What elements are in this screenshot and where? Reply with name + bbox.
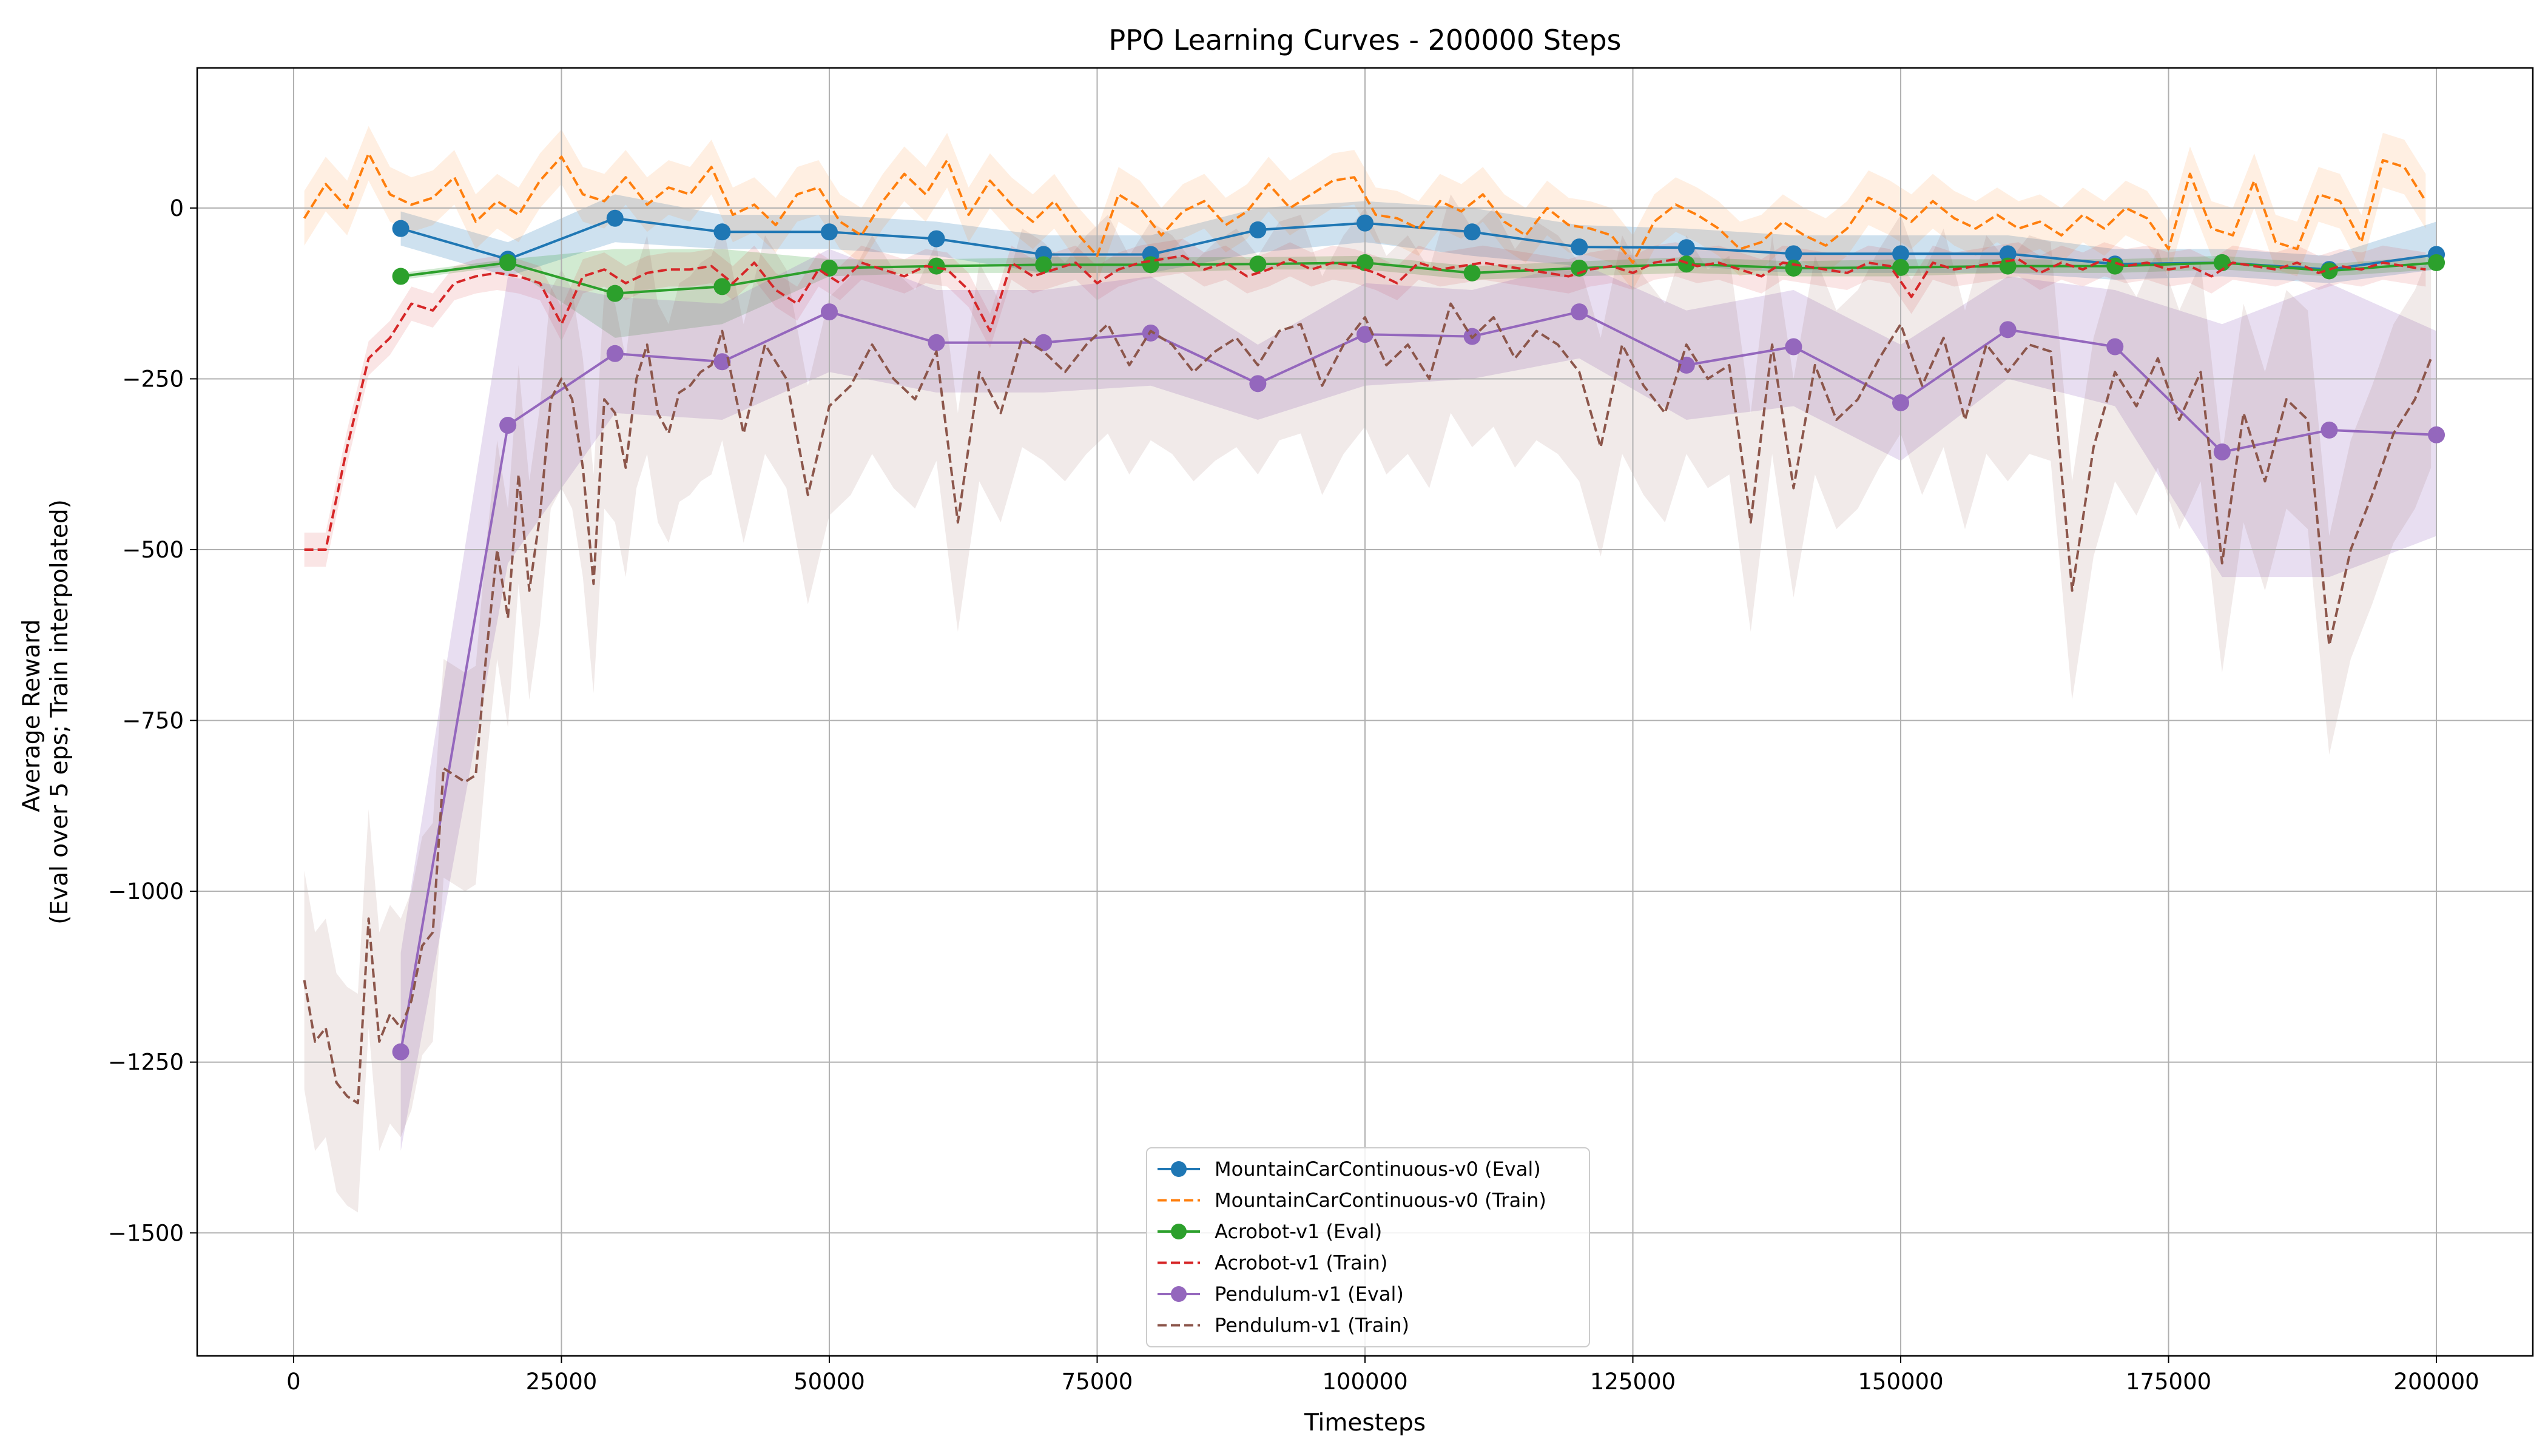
line-pendulum-v1-train [303, 302, 2433, 1105]
legend-marker-acrobot-v1-eval [1171, 1224, 1187, 1239]
point-pendulum-v1-eval-9 [1357, 326, 1373, 343]
point-mountaincarcontinuous-v0-eval-8 [1249, 221, 1267, 238]
x-tick-label: 150000 [1858, 1369, 1943, 1395]
point-mountaincarcontinuous-v0-eval-4 [820, 223, 838, 241]
point-pendulum-v1-eval-8 [1249, 375, 1267, 393]
point-pendulum-v1-eval-13 [1785, 338, 1802, 356]
y-tick-label: −1500 [108, 1220, 184, 1246]
legend-marker-mountaincarcontinuous-v0-eval [1171, 1161, 1187, 1177]
point-acrobot-v1-eval-10 [1463, 264, 1481, 281]
point-pendulum-v1-eval-3 [713, 353, 731, 371]
point-pendulum-v1-eval-14 [1892, 394, 1910, 411]
point-pendulum-v1-eval-19 [2428, 426, 2445, 443]
y-tick-label: −1000 [108, 878, 184, 905]
point-mountaincarcontinuous-v0-eval-11 [1571, 238, 1588, 256]
point-acrobot-v1-eval-9 [1357, 254, 1373, 271]
legend-label-acrobot-v1-train: Acrobot-v1 (Train) [1215, 1252, 1387, 1275]
point-acrobot-v1-eval-19 [2428, 254, 2445, 271]
x-tick-label: 100000 [1322, 1369, 1407, 1395]
x-tick-label: 75000 [1062, 1369, 1133, 1395]
point-mountaincarcontinuous-v0-eval-13 [1785, 245, 1802, 263]
point-pendulum-v1-eval-6 [1035, 334, 1053, 351]
ticks-layer: 0 25000 50000 75000 100000 125000 150000 175000… [108, 195, 2479, 1395]
point-mountaincarcontinuous-v0-eval-0 [392, 220, 410, 237]
point-pendulum-v1-eval-2 [606, 345, 624, 362]
point-pendulum-v1-eval-17 [2213, 443, 2231, 460]
point-acrobot-v1-eval-8 [1249, 255, 1267, 273]
point-acrobot-v1-eval-5 [928, 257, 945, 275]
legend: MountainCarContinuous-v0 (Eval) MountainC… [1146, 1147, 1590, 1347]
y-tick-label: −500 [122, 537, 184, 563]
point-mountaincarcontinuous-v0-eval-15 [1999, 245, 2017, 263]
legend-label-acrobot-v1-eval: Acrobot-v1 (Eval) [1215, 1220, 1382, 1243]
point-pendulum-v1-eval-5 [928, 334, 945, 351]
point-acrobot-v1-eval-7 [1142, 256, 1159, 274]
point-pendulum-v1-eval-11 [1571, 303, 1588, 321]
line-mountaincarcontinuous-v0-train [303, 152, 2427, 264]
point-pendulum-v1-eval-0 [392, 1043, 410, 1060]
legend-label-pendulum-v1-eval: Pendulum-v1 (Eval) [1215, 1282, 1404, 1306]
chart-title: PPO Learning Curves - 200000 Steps [1108, 24, 1621, 56]
point-acrobot-v1-eval-6 [1035, 256, 1053, 274]
point-acrobot-v1-eval-1 [499, 254, 517, 271]
line-pendulum-v1-eval [399, 311, 2437, 1053]
x-tick-label: 0 [286, 1369, 301, 1395]
point-acrobot-v1-eval-4 [820, 259, 838, 277]
legend-label-mountaincarcontinuous-v0-eval: MountainCarContinuous-v0 (Eval) [1215, 1158, 1541, 1181]
point-pendulum-v1-eval-4 [820, 303, 838, 321]
point-acrobot-v1-eval-3 [713, 278, 731, 295]
point-mountaincarcontinuous-v0-eval-5 [928, 230, 945, 248]
x-tick-label: 25000 [526, 1369, 598, 1395]
point-pendulum-v1-eval-16 [2106, 338, 2124, 356]
line-acrobot-v1-train [304, 254, 2426, 551]
point-mountaincarcontinuous-v0-eval-14 [1892, 245, 1910, 263]
point-acrobot-v1-eval-12 [1677, 255, 1695, 273]
band-mountaincarcontinuous-v0-eval [400, 194, 2437, 283]
y-axis-label-line-2: (Eval over 5 eps; Train interpolated) [46, 499, 73, 925]
band-pendulum-v1-eval [400, 249, 2437, 1151]
x-tick-label: 50000 [794, 1369, 865, 1395]
point-acrobot-v1-eval-15 [1999, 257, 2017, 275]
point-mountaincarcontinuous-v0-eval-3 [713, 223, 731, 241]
point-acrobot-v1-eval-14 [1892, 258, 1910, 276]
point-pendulum-v1-eval-1 [499, 417, 517, 434]
x-tick-label: 175000 [2126, 1369, 2211, 1395]
y-tick-label: 0 [169, 195, 184, 221]
point-acrobot-v1-eval-0 [392, 268, 410, 285]
legend-marker-pendulum-v1-eval [1171, 1286, 1187, 1302]
point-pendulum-v1-eval-15 [1999, 321, 2017, 339]
y-tick-label: −250 [122, 366, 184, 392]
x-axis-label: Timesteps [1304, 1409, 1426, 1437]
point-acrobot-v1-eval-2 [606, 285, 624, 302]
band-acrobot-v1-train [304, 238, 2426, 567]
point-mountaincarcontinuous-v0-eval-10 [1463, 223, 1481, 241]
y-axis-label-line-1: Average Reward [18, 619, 46, 812]
legend-label-mountaincarcontinuous-v0-train: MountainCarContinuous-v0 (Train) [1215, 1189, 1546, 1212]
point-pendulum-v1-eval-12 [1677, 356, 1695, 374]
point-mountaincarcontinuous-v0-eval-2 [606, 209, 624, 227]
point-acrobot-v1-eval-18 [2320, 262, 2338, 280]
point-pendulum-v1-eval-18 [2320, 421, 2338, 439]
legend-box [1146, 1147, 1590, 1347]
point-acrobot-v1-eval-17 [2213, 254, 2231, 271]
y-axis-label: Average Reward (Eval over 5 eps; Train i… [18, 499, 73, 925]
legend-label-pendulum-v1-train: Pendulum-v1 (Train) [1215, 1314, 1409, 1337]
point-mountaincarcontinuous-v0-eval-12 [1677, 239, 1695, 257]
y-tick-label: −1250 [108, 1050, 184, 1076]
y-tick-label: −750 [122, 708, 184, 734]
lines-layer [303, 152, 2445, 1105]
x-tick-label: 200000 [2393, 1369, 2479, 1395]
point-mountaincarcontinuous-v0-eval-9 [1357, 214, 1373, 232]
point-acrobot-v1-eval-13 [1785, 259, 1802, 277]
line-acrobot-v1-eval [400, 261, 2437, 295]
band-pendulum-v1-train [304, 194, 2432, 1213]
x-tick-label: 125000 [1590, 1369, 1676, 1395]
